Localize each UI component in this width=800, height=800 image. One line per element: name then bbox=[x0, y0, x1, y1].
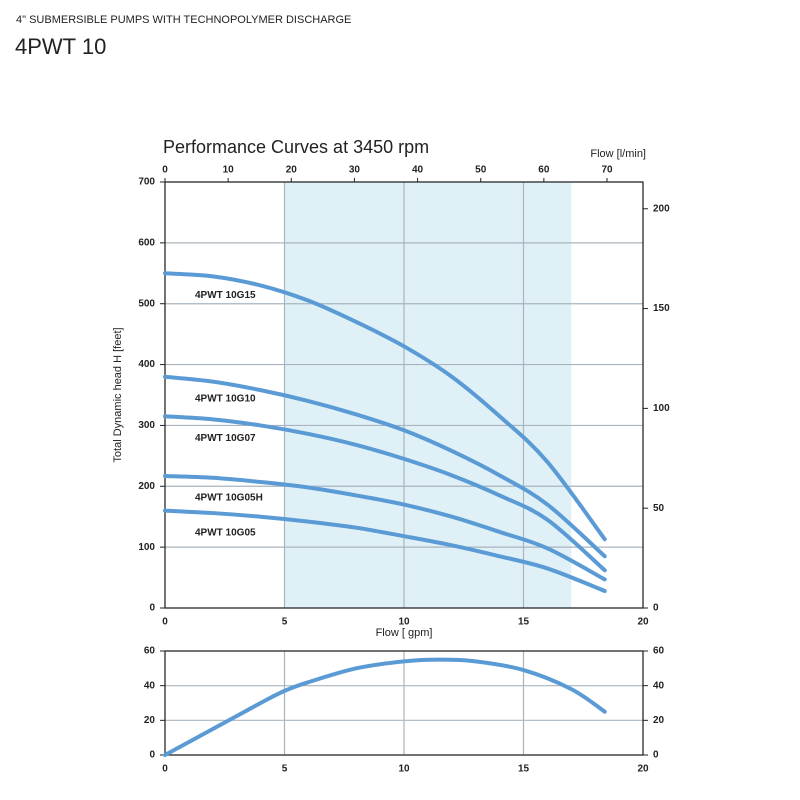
y-tick-label: 40 bbox=[144, 680, 156, 691]
curve bbox=[163, 657, 607, 757]
x-tick-label: 0 bbox=[162, 617, 168, 628]
series-label: 4PWT 10G10 bbox=[195, 393, 256, 404]
x2-tick-label: 50 bbox=[475, 165, 487, 176]
x-tick-label: 10 bbox=[398, 617, 410, 628]
chart-title: Performance Curves at 3450 rpm bbox=[163, 137, 429, 157]
series-label: 4PWT 10G07 bbox=[195, 433, 256, 444]
x2-tick-label: 30 bbox=[349, 165, 361, 176]
plot-frame bbox=[164, 650, 644, 756]
y2-tick-label: 100 bbox=[653, 403, 670, 414]
y-tick-label: 600 bbox=[138, 237, 155, 248]
y-axis-label: Total Dynamic head H [feet] bbox=[112, 327, 124, 462]
x-tick-label: 15 bbox=[518, 617, 530, 628]
y-tick-label: 0 bbox=[149, 750, 155, 761]
y2-tick-label: 20 bbox=[653, 715, 665, 726]
series-label: 4PWT 10G05 bbox=[195, 527, 256, 538]
series-label: 4PWT 10G15 bbox=[195, 290, 256, 301]
series-label: 4PWT 10G05H bbox=[195, 493, 263, 504]
y-tick-label: 700 bbox=[138, 177, 155, 188]
x2-tick-label: 40 bbox=[412, 165, 424, 176]
header-title: 4PWT 10 bbox=[15, 34, 106, 59]
x-tick-label: 15 bbox=[518, 764, 530, 775]
y2-tick-label: 50 bbox=[653, 503, 665, 514]
x2-tick-label: 10 bbox=[223, 165, 235, 176]
y-tick-label: 400 bbox=[138, 359, 155, 370]
x-tick-label: 0 bbox=[162, 764, 168, 775]
x2-tick-label: 20 bbox=[286, 165, 298, 176]
header-subtitle: 4" SUBMERSIBLE PUMPS WITH TECHNOPOLYMER … bbox=[16, 14, 351, 26]
x-tick-label: 5 bbox=[282, 764, 288, 775]
y-tick-label: 100 bbox=[138, 542, 155, 553]
y-tick-label: 500 bbox=[138, 298, 155, 309]
x2-tick-label: 70 bbox=[601, 165, 613, 176]
x-tick-label: 10 bbox=[398, 764, 410, 775]
x2-tick-label: 0 bbox=[162, 165, 168, 176]
x2-tick-label: 60 bbox=[538, 165, 550, 176]
y2-tick-label: 60 bbox=[653, 646, 665, 657]
y2-tick-label: 200 bbox=[653, 203, 670, 214]
curve bbox=[163, 414, 607, 573]
curve bbox=[163, 508, 607, 593]
operating-range bbox=[284, 182, 572, 608]
y-tick-label: 20 bbox=[144, 715, 156, 726]
y2-tick-label: 150 bbox=[653, 303, 670, 314]
plot-frame bbox=[164, 181, 644, 609]
y2-tick-label: 40 bbox=[653, 680, 665, 691]
x-tick-label: 20 bbox=[637, 764, 649, 775]
y-tick-label: 300 bbox=[138, 420, 155, 431]
curve bbox=[163, 473, 607, 582]
x-axis-label: Flow [ gpm] bbox=[376, 627, 433, 639]
y2-tick-label: 0 bbox=[653, 603, 659, 614]
x-tick-label: 20 bbox=[637, 617, 649, 628]
y-tick-label: 0 bbox=[149, 603, 155, 614]
y-tick-label: 200 bbox=[138, 481, 155, 492]
x-tick-label: 5 bbox=[282, 617, 288, 628]
y-tick-label: 60 bbox=[144, 646, 156, 657]
curve bbox=[163, 374, 607, 559]
x2-axis-label: Flow [l/min] bbox=[590, 148, 646, 160]
y2-tick-label: 0 bbox=[653, 750, 659, 761]
curve bbox=[163, 271, 607, 542]
